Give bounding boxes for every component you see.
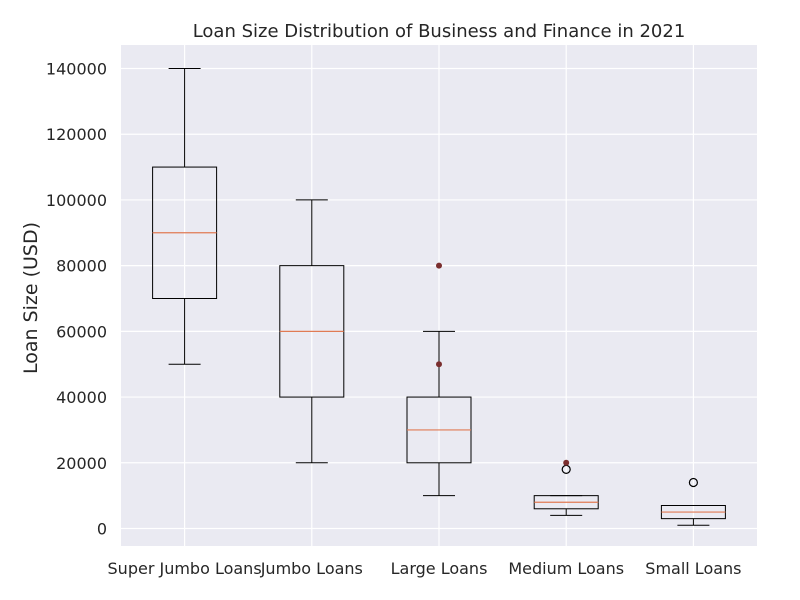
y-tick-label: 140000 [46,60,107,79]
y-tick-label: 20000 [56,454,107,473]
extra-data-point [563,459,570,466]
x-tick-label: Super Jumbo Loans [108,559,262,578]
x-tick-label: Jumbo Loans [260,559,363,578]
chart-title: Loan Size Distribution of Business and F… [193,21,686,42]
box-group [660,477,726,526]
outlier-point [688,477,699,488]
extra-data-point [436,262,442,269]
box-series [152,68,726,526]
box-group [533,459,599,516]
y-tick-label: 60000 [56,322,107,341]
y-tick-label: 80000 [56,257,107,276]
box-group [406,262,472,497]
x-axis: Super Jumbo Loans Jumbo Loans Large Loans M… [108,559,742,578]
y-axis: 0 20000 40000 60000 80000 100000 120000 140000 [46,60,107,539]
y-tick-label: 120000 [46,125,107,144]
box-group [152,68,218,365]
box-group [279,199,345,464]
y-axis-label: Loan Size (USD) [20,222,42,374]
x-tick-label: Small Loans [645,559,741,578]
x-tick-label: Large Loans [391,559,488,578]
y-tick-label: 100000 [46,191,107,210]
y-tick-label: 0 [97,520,107,539]
extra-data-point [436,361,442,368]
x-tick-label: Medium Loans [508,559,624,578]
y-tick-label: 40000 [56,388,107,407]
